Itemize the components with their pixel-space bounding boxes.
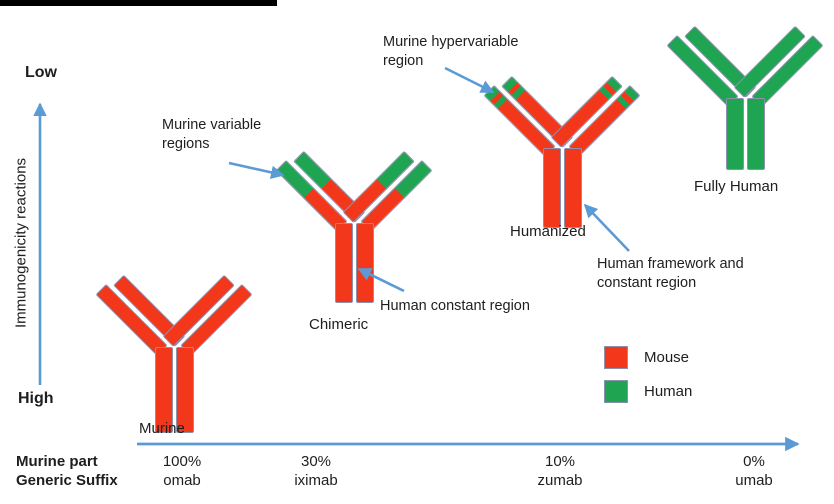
stem-bar [155,347,173,433]
letterbox-artifact-bar [0,0,277,6]
humanized-label: Humanized [510,223,586,240]
legend-item-mouse: Mouse [604,346,689,369]
generic-suffix-value: omab [163,472,201,489]
legend-item-human: Human [604,380,692,403]
annotation-human-constant-region: Human constant region [380,298,530,314]
annotation-murine-hypervariable-region: Murine hypervariable region [383,34,519,69]
humanized-stem [543,148,582,228]
murine-part-row-label: Murine part [16,453,98,470]
y-axis-low-label: Low [25,64,57,81]
stem-bar [747,98,765,170]
annotation-murine-variable-regions: Murine variable regions [162,117,262,152]
murine-part-value: 30% [300,453,332,470]
mouse-color-swatch [604,346,628,369]
generic-suffix-row-label: Generic Suffix [16,472,118,489]
murine-part-value: 100% [162,453,202,470]
murine-part-value: 10% [544,453,576,470]
column-murine: 100% omab [122,452,242,490]
fully-human-stem [726,98,765,170]
chimeric-label: Chimeric [309,316,369,333]
murine-hypervariable-region-arrow [444,66,495,94]
legend-human-label: Human [644,383,693,400]
stem-bar [543,148,561,228]
stem-bar [356,223,374,303]
column-chimeric: 30% iximab [256,452,376,490]
stem-bar [564,148,582,228]
generic-suffix-value: iximab [294,472,338,489]
generic-suffix-value: zumab [537,472,583,489]
generic-suffix-value: umab [735,472,773,489]
column-fully-human: 0% umab [694,452,814,490]
murine-variable-regions-arrow [228,161,285,180]
stem-bar [335,223,353,303]
column-humanized: 10% zumab [500,452,620,490]
annotation-human-framework-constant-region: Human framework and constant region [597,256,744,291]
legend-mouse-label: Mouse [644,349,690,366]
y-axis-title: Immunogenicity reactions [12,157,30,329]
stem-bar [176,347,194,433]
stem-bar [726,98,744,170]
human-color-swatch [604,380,628,403]
chimeric-stem [335,223,374,303]
murine-stem [155,347,194,433]
fully-human-label: Fully Human [694,178,779,195]
murine-label: Murine [139,420,185,437]
murine-part-value: 0% [743,453,765,470]
y-axis-high-label: High [18,390,54,407]
human-framework-arrow [583,203,630,252]
